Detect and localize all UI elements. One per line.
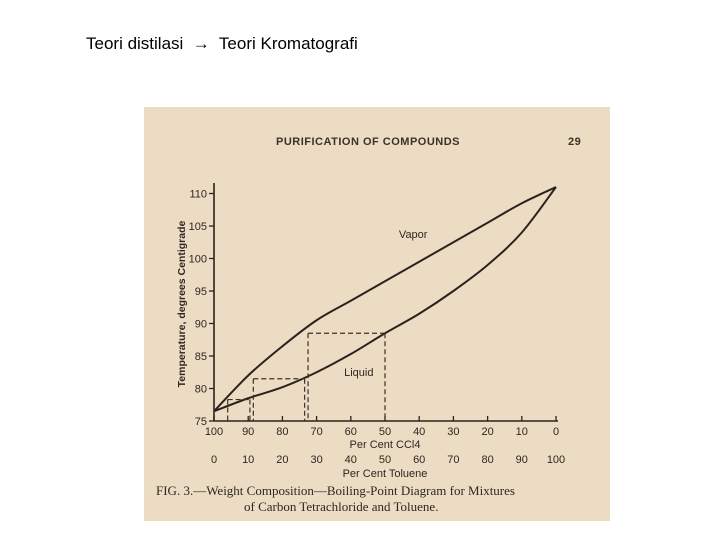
y-tick-label: 105 [189, 221, 207, 233]
series-label-liquid: Liquid [344, 367, 373, 379]
x-tick-label-ccl4: 10 [516, 426, 528, 438]
x-tick-label-toluene: 60 [413, 454, 425, 466]
x-tick-label-toluene: 100 [547, 454, 565, 466]
x-tick-label-toluene: 50 [379, 454, 391, 466]
x-tick-label-toluene: 80 [481, 454, 493, 466]
x-tick-label-ccl4: 40 [413, 426, 425, 438]
figure-caption-line1: FIG. 3.—Weight Composition—Boiling-Point… [156, 483, 515, 498]
labels-layer: Vapor Liquid [344, 229, 428, 379]
slide-title: Teori distilasi → Teori Kromatografi [86, 34, 358, 54]
page-header-number: 29 [568, 136, 581, 148]
x-tick-label-ccl4: 60 [345, 426, 357, 438]
x-tick-label-ccl4: 80 [276, 426, 288, 438]
x-tick-label-ccl4: 0 [553, 426, 559, 438]
axes-layer: 7580859095100105110100090108020703060405… [176, 183, 565, 480]
arrow-icon: → [192, 34, 210, 53]
x-tick-label-toluene: 20 [276, 454, 288, 466]
x-axis-label-ccl4: Per Cent CCl4 [350, 439, 421, 451]
x-tick-label-ccl4: 20 [481, 426, 493, 438]
slide-title-right: Teori Kromatografi [218, 34, 358, 53]
x-tick-label-toluene: 30 [310, 454, 322, 466]
page-header-title: PURIFICATION OF COMPOUNDS [276, 136, 460, 148]
y-tick-label: 75 [195, 416, 207, 428]
x-tick-label-toluene: 70 [447, 454, 459, 466]
x-tick-label-ccl4: 90 [242, 426, 254, 438]
x-axis-label-toluene: Per Cent Toluene [343, 468, 428, 480]
x-tick-label-toluene: 40 [345, 454, 357, 466]
scanned-figure: PURIFICATION OF COMPOUNDS 29 75 80 85 90 95 1… [144, 107, 610, 521]
y-tick-label: 100 [189, 254, 207, 266]
y-axis-label: Temperature, degrees Centigrade [176, 220, 188, 387]
y-tick-label: 90 [195, 319, 207, 331]
y-tick-label: 110 [189, 189, 207, 201]
series-label-vapor: Vapor [399, 229, 428, 241]
y-tick-label: 95 [195, 286, 207, 298]
x-tick-label-ccl4: 30 [447, 426, 459, 438]
slide-title-left: Teori distilasi [86, 34, 184, 53]
x-tick-label-toluene: 90 [516, 454, 528, 466]
x-tick-label-ccl4: 50 [379, 426, 391, 438]
curves-layer [213, 186, 557, 421]
x-tick-label-ccl4: 100 [205, 426, 223, 438]
curve-vapor [213, 186, 557, 412]
boiling-point-chart: PURIFICATION OF COMPOUNDS 29 75 80 85 90 95 1… [156, 136, 581, 514]
y-tick-label: 85 [195, 351, 207, 363]
x-tick-label-ccl4: 70 [310, 426, 322, 438]
figure-caption-line2: of Carbon Tetrachloride and Toluene. [244, 499, 438, 514]
x-tick-label-toluene: 10 [242, 454, 254, 466]
y-tick-label: 80 [195, 384, 207, 396]
x-tick-label-toluene: 0 [211, 454, 217, 466]
